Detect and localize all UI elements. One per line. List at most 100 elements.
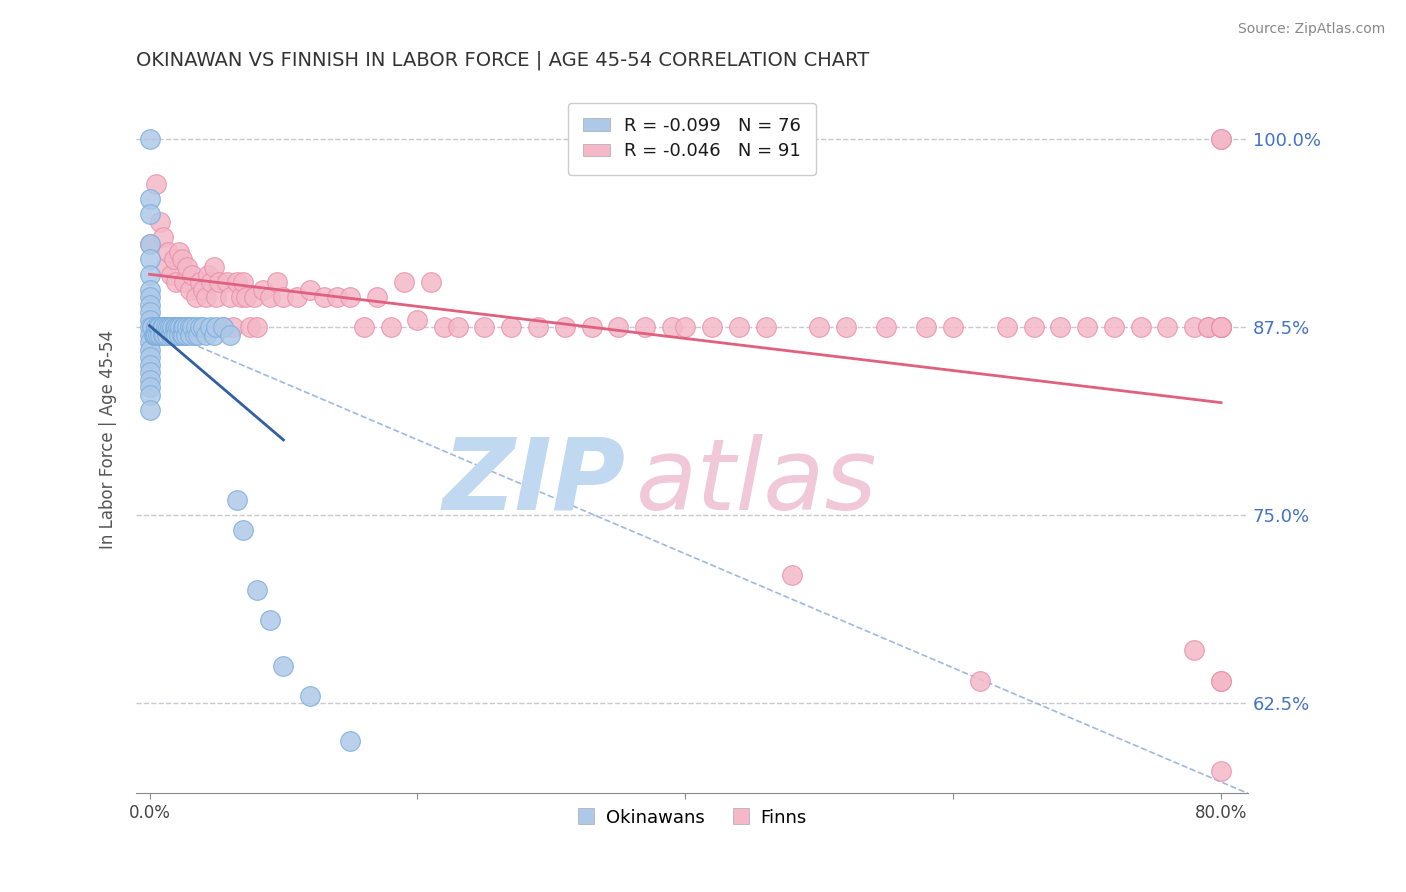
Point	[1197, 320, 1219, 334]
Point	[1209, 320, 1232, 334]
Point	[179, 283, 201, 297]
Point	[152, 230, 174, 244]
Point	[163, 320, 186, 334]
Point	[152, 320, 174, 334]
Point	[179, 327, 201, 342]
Point	[217, 275, 239, 289]
Point	[162, 320, 184, 334]
Point	[527, 320, 550, 334]
Point	[160, 268, 183, 282]
Point	[239, 320, 262, 334]
Point	[160, 327, 183, 342]
Point	[138, 320, 160, 334]
Point	[808, 320, 831, 334]
Point	[406, 312, 429, 326]
Point	[728, 320, 751, 334]
Point	[246, 583, 269, 598]
Point	[152, 327, 174, 342]
Point	[179, 320, 201, 334]
Point	[380, 320, 402, 334]
Point	[138, 290, 160, 304]
Point	[607, 320, 630, 334]
Point	[138, 365, 160, 379]
Point	[995, 320, 1018, 334]
Point	[392, 275, 415, 289]
Point	[138, 358, 160, 372]
Point	[149, 327, 172, 342]
Point	[165, 320, 187, 334]
Legend: Okinawans, Finns: Okinawans, Finns	[569, 801, 814, 834]
Point	[252, 283, 274, 297]
Point	[138, 312, 160, 326]
Point	[138, 380, 160, 394]
Point	[285, 290, 308, 304]
Point	[634, 320, 657, 334]
Point	[155, 320, 177, 334]
Point	[942, 320, 965, 334]
Point	[138, 252, 160, 267]
Point	[194, 327, 217, 342]
Text: atlas: atlas	[637, 434, 877, 531]
Point	[1182, 320, 1205, 334]
Point	[273, 658, 295, 673]
Point	[700, 320, 723, 334]
Point	[138, 192, 160, 206]
Point	[138, 207, 160, 221]
Point	[167, 327, 190, 342]
Point	[138, 388, 160, 402]
Point	[1209, 132, 1232, 146]
Y-axis label: In Labor Force | Age 45-54: In Labor Force | Age 45-54	[100, 330, 117, 549]
Point	[259, 290, 281, 304]
Point	[229, 290, 252, 304]
Point	[1209, 320, 1232, 334]
Point	[1209, 320, 1232, 334]
Point	[1209, 673, 1232, 688]
Point	[299, 283, 322, 297]
Text: OKINAWAN VS FINNISH IN LABOR FORCE | AGE 45-54 CORRELATION CHART: OKINAWAN VS FINNISH IN LABOR FORCE | AGE…	[136, 51, 869, 70]
Point	[191, 283, 214, 297]
Point	[138, 237, 160, 252]
Point	[148, 320, 170, 334]
Point	[208, 275, 231, 289]
Point	[146, 320, 169, 334]
Point	[145, 320, 167, 334]
Point	[172, 327, 194, 342]
Point	[366, 290, 388, 304]
Point	[138, 283, 160, 297]
Point	[169, 320, 191, 334]
Point	[138, 402, 160, 417]
Point	[190, 275, 212, 289]
Point	[173, 275, 195, 289]
Point	[755, 320, 778, 334]
Point	[191, 320, 214, 334]
Point	[246, 320, 269, 334]
Point	[218, 327, 240, 342]
Point	[353, 320, 375, 334]
Point	[243, 290, 266, 304]
Point	[142, 327, 165, 342]
Point	[138, 268, 160, 282]
Text: Source: ZipAtlas.com: Source: ZipAtlas.com	[1237, 22, 1385, 37]
Point	[312, 290, 335, 304]
Point	[186, 290, 208, 304]
Point	[138, 373, 160, 387]
Point	[187, 327, 209, 342]
Point	[554, 320, 576, 334]
Point	[176, 260, 198, 274]
Point	[141, 320, 163, 334]
Point	[225, 493, 247, 508]
Point	[221, 320, 243, 334]
Point	[202, 327, 225, 342]
Point	[232, 523, 254, 537]
Point	[1209, 320, 1232, 334]
Point	[162, 252, 184, 267]
Point	[673, 320, 696, 334]
Point	[181, 268, 204, 282]
Point	[138, 132, 160, 146]
Point	[235, 290, 257, 304]
Point	[202, 260, 225, 274]
Point	[1022, 320, 1045, 334]
Point	[145, 327, 167, 342]
Point	[1209, 764, 1232, 778]
Point	[156, 327, 179, 342]
